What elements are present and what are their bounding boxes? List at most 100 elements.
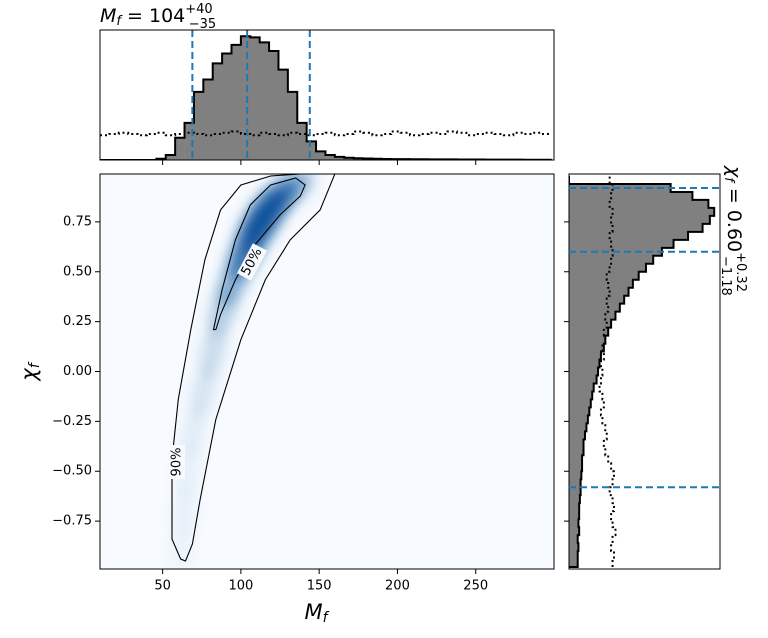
histogram-bar (569, 423, 587, 432)
x-tick-label: 50 (154, 579, 171, 594)
histogram-bar (569, 279, 633, 289)
y-marginal (569, 175, 716, 569)
histogram-bar (569, 503, 580, 512)
histogram-bar (569, 487, 581, 496)
histogram-outline (569, 175, 716, 569)
histogram-bar (316, 151, 326, 160)
histogram-bar (569, 287, 629, 296)
histogram-bar (569, 231, 689, 241)
histogram-bar (569, 335, 606, 344)
histogram-bar (184, 122, 195, 160)
prior-line (598, 175, 617, 568)
histogram-bar (569, 527, 580, 536)
histogram-bar (569, 303, 620, 312)
histogram-bar (569, 431, 585, 440)
histogram-bar (569, 367, 599, 376)
histogram-bar (569, 359, 600, 368)
y-tick-label: 0.00 (63, 364, 92, 379)
x-marginal-title: Mf = 104+40 −35 (100, 2, 216, 32)
histogram-bar (569, 407, 590, 416)
prior-line (100, 130, 551, 137)
histogram-outline (100, 35, 552, 160)
density-blob (199, 326, 226, 378)
density-blob (270, 174, 315, 207)
density-blob (190, 365, 217, 417)
histogram-bar (569, 223, 703, 233)
y-tick-label: 0.75 (63, 214, 92, 229)
x-tick-label: 200 (385, 579, 410, 594)
histogram-bar (569, 455, 583, 464)
density-blob (173, 485, 197, 538)
histogram-bar (569, 391, 593, 400)
histogram-bar (569, 495, 580, 504)
density-blob (170, 525, 193, 569)
histogram-bar (569, 543, 579, 552)
histogram-bar (569, 447, 584, 456)
histogram-bar (569, 399, 591, 408)
x-tick-label: 150 (307, 579, 332, 594)
histogram-bar (569, 511, 580, 520)
histogram-bar (569, 535, 578, 544)
y-tick-label: −0.50 (52, 464, 92, 479)
contours: 50%90% (169, 174, 336, 562)
histogram-bar (569, 343, 604, 352)
histogram-bar (569, 471, 582, 480)
histogram-bar (297, 122, 307, 160)
contour (171, 174, 336, 562)
x-tick-label: 100 (228, 579, 253, 594)
density-background (100, 174, 554, 569)
contour-label-gap (236, 243, 268, 281)
histogram-bar (325, 155, 336, 160)
histogram-bar (231, 44, 242, 160)
histogram-bar (334, 156, 345, 160)
histogram-bar (569, 351, 601, 360)
histogram-bar (212, 63, 223, 160)
y-tick-label: 0.25 (63, 314, 92, 329)
histogram-bar (569, 199, 709, 209)
histogram-bar (569, 239, 674, 249)
histogram-bar (269, 51, 279, 160)
y-tick-label: −0.25 (52, 414, 92, 429)
histogram-bar (344, 157, 354, 160)
histogram-bar (569, 319, 612, 328)
main-frame (99, 173, 555, 570)
y-axis-label: χf (17, 361, 43, 381)
contour-label-gap (169, 445, 185, 479)
x-marginal (100, 30, 552, 160)
histogram-bar (306, 141, 317, 160)
histogram-bar (569, 519, 579, 528)
histogram-bar (569, 439, 584, 448)
top-frame (99, 29, 555, 161)
histogram-bar (569, 263, 646, 273)
histogram-bar (569, 295, 625, 304)
histogram-bar (203, 79, 214, 160)
y-tick-label: 0.50 (63, 264, 92, 279)
histogram-bar (278, 69, 289, 160)
histogram-bar (569, 383, 594, 392)
y-marginal-title: χf = 0.60+0.32−1.18 (719, 165, 749, 296)
histogram-bar (569, 207, 715, 217)
histogram-bar (569, 271, 639, 281)
histogram-bar (569, 551, 578, 560)
y-tick-label: −0.75 (52, 514, 92, 529)
histogram-bar (569, 311, 616, 320)
axes: 50 100 150 200 250 −0.75 −0.50 −0.25 0.00 0.25 0.5… (52, 160, 569, 594)
histogram-bar (569, 255, 654, 265)
histogram-bar (569, 327, 609, 336)
contour-label: 90% (170, 448, 185, 477)
right-frame (568, 173, 721, 570)
histogram-bar (569, 479, 581, 488)
histogram-bar (569, 191, 693, 201)
histogram-bar (250, 37, 260, 160)
histogram-bar (569, 375, 597, 384)
histogram-bar (193, 91, 204, 160)
contour (212, 177, 306, 331)
histogram-bar (569, 463, 583, 472)
x-axis-label: Mf (304, 600, 329, 626)
histogram-bar (569, 415, 588, 424)
histogram-bar (259, 42, 270, 160)
histogram-bar (569, 559, 578, 568)
density-blob (181, 405, 207, 457)
histogram-bar (287, 91, 298, 160)
